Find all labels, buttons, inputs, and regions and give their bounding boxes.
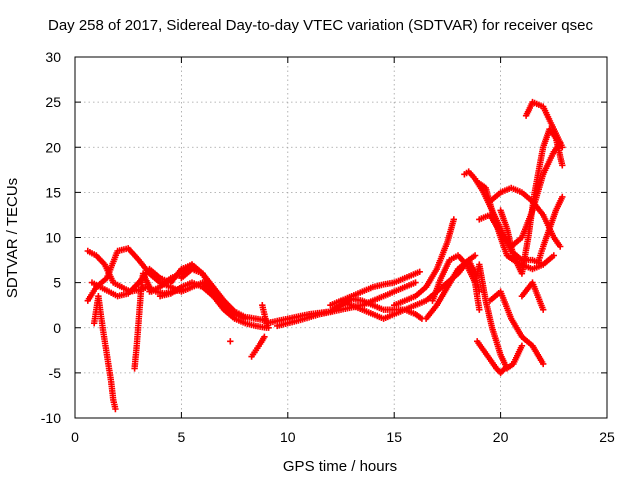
- y-tick-label: -5: [49, 365, 62, 381]
- series-track-d: [91, 293, 119, 413]
- y-tick-label: 5: [53, 275, 61, 291]
- y-tick-label: 20: [45, 139, 61, 155]
- y-tick-label: -10: [41, 410, 61, 426]
- y-axis-title: SDTVAR / TECUs: [4, 178, 21, 298]
- x-tick-label: 25: [599, 429, 615, 445]
- plus-marker: [559, 162, 566, 169]
- x-tick-label: 0: [71, 429, 79, 445]
- plus-marker: [550, 252, 557, 259]
- plus-marker: [416, 268, 423, 275]
- plus-marker: [501, 365, 509, 372]
- plus-marker: [540, 261, 547, 268]
- plus-marker: [261, 333, 268, 340]
- plus-marker: [242, 315, 249, 322]
- plus-marker: [412, 279, 419, 286]
- plus-marker: [540, 360, 547, 368]
- series-track-p: [391, 216, 457, 309]
- series-track-v: [474, 338, 509, 377]
- y-tick-label: 15: [45, 184, 61, 200]
- x-axis-title: GPS time / hours: [283, 458, 397, 475]
- x-tick-label: 15: [386, 429, 402, 445]
- series-track-e: [131, 270, 155, 372]
- plus-marker: [557, 243, 564, 250]
- plus-marker: [518, 342, 526, 349]
- plus-marker: [471, 252, 479, 259]
- chart-title: Day 258 of 2017, Sidereal Day-to-day VTE…: [48, 17, 593, 34]
- series-track-h: [178, 265, 249, 322]
- data-marks: [84, 98, 566, 413]
- x-tick-labels: 0 5 10 15 20 25: [71, 429, 615, 445]
- series-track-w: [486, 288, 547, 368]
- y-tick-labels: -10 -5 0 5 10 15 20 25 30: [41, 49, 61, 426]
- series-track-j: [248, 333, 268, 360]
- series-track-n: [327, 268, 423, 309]
- axis-ticks: [74, 56, 608, 419]
- y-tick-label: 0: [53, 320, 61, 336]
- plus-marker: [112, 405, 119, 413]
- x-tick-label: 10: [280, 429, 296, 445]
- plus-marker: [476, 306, 483, 313]
- plus-marker: [227, 338, 234, 345]
- series-track-u: [471, 261, 526, 372]
- series-track-aa: [522, 98, 566, 151]
- series-track-i: [227, 338, 234, 345]
- y-tick-label: 10: [45, 230, 61, 246]
- y-tick-label: 25: [45, 94, 61, 110]
- plus-marker: [559, 144, 566, 151]
- y-tick-label: 30: [45, 49, 61, 65]
- x-tick-label: 5: [178, 429, 186, 445]
- x-tick-label: 20: [493, 429, 509, 445]
- plus-marker: [559, 193, 566, 201]
- plus-marker: [450, 216, 457, 223]
- series-track-ac: [518, 279, 547, 313]
- plus-marker: [540, 306, 547, 313]
- series-track-ab: [535, 193, 566, 264]
